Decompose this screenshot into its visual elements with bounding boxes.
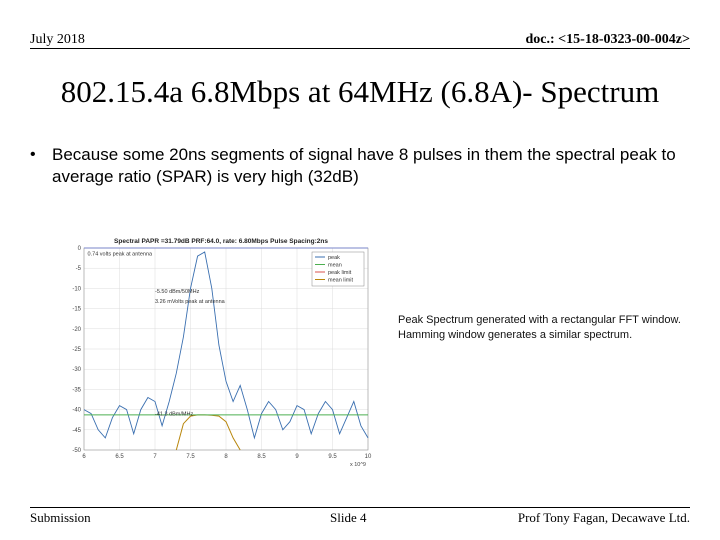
- legend-label: mean: [328, 263, 342, 269]
- chart-annotation: 3.26 mVolts peak at antenna: [155, 299, 226, 305]
- bullet-text: Because some 20ns segments of signal hav…: [52, 145, 676, 186]
- chart-series: [83, 247, 369, 451]
- chart-annotation: -5.50 dBm/50MHz: [155, 289, 200, 295]
- chart-annotations: 0.74 volts peak at antenna -5.50 dBm/50MH…: [88, 251, 226, 417]
- footer-author: Prof Tony Fagan, Decawave Ltd.: [517, 510, 690, 525]
- legend-label: peak limit: [328, 270, 352, 276]
- x-tick-label: 6: [82, 454, 86, 460]
- y-tick-label: 0: [78, 246, 82, 252]
- series-peak: [83, 251, 369, 440]
- x-tick-label: 9: [295, 454, 299, 460]
- legend-box: [311, 251, 365, 287]
- y-tick-label: -35: [72, 387, 81, 393]
- legend-label: mean limit: [328, 278, 354, 284]
- footer-slide-number: Slide 4: [330, 510, 367, 525]
- y-tick-label: -15: [72, 307, 81, 313]
- y-tick-label: -10: [72, 286, 81, 292]
- x-tick-label: 8.5: [257, 454, 266, 460]
- x-tick-label: 7.5: [186, 454, 195, 460]
- y-tick-label: -30: [72, 367, 81, 373]
- header-rule: [30, 48, 690, 49]
- x-tick-label: 8: [224, 454, 228, 460]
- footer-submission: Submission: [30, 510, 91, 525]
- header-doc-id: doc.: <15-18-0323-00-004z>: [525, 32, 690, 47]
- legend-label: peak: [328, 255, 340, 261]
- y-tick-label: -40: [72, 408, 81, 414]
- footer-rule: [30, 507, 690, 508]
- spectrum-chart-svg: Spectral PAPR =31.79dB PRF:64.0, rate: 6…: [62, 232, 380, 472]
- y-tick-label: -25: [72, 347, 81, 353]
- x-axis: 6 6.5 7 7.5 8 8.5 9 9.5 10 x 10^9: [82, 454, 372, 468]
- x-tick-label: 6.5: [115, 454, 124, 460]
- chart-caption: Peak Spectrum generated with a rectangul…: [398, 314, 681, 341]
- spectrum-chart: Spectral PAPR =31.79dB PRF:64.0, rate: 6…: [62, 232, 380, 472]
- bullet-marker: •: [30, 146, 36, 163]
- x-tick-label: 7: [153, 454, 157, 460]
- y-tick-label: -50: [72, 448, 81, 454]
- y-axis: 0 -5 -10 -15 -20 -25 -30 -35 -40 -45 -50: [72, 246, 81, 454]
- y-tick-label: -45: [72, 428, 81, 434]
- x-tick-label: 9.5: [328, 454, 337, 460]
- header-date: July 2018: [30, 32, 85, 47]
- y-tick-label: -5: [76, 266, 82, 272]
- chart-title: Spectral PAPR =31.79dB PRF:64.0, rate: 6…: [114, 238, 328, 245]
- chart-annotation: 0.74 volts peak at antenna: [88, 251, 153, 257]
- x-tick-label: 10: [365, 454, 372, 460]
- slide-title: 802.15.4a 6.8Mbps at 64MHz (6.8A)- Spect…: [60, 74, 660, 109]
- chart-annotation: -41.3 dBm/MHz: [155, 412, 193, 418]
- y-tick-label: -20: [72, 327, 81, 333]
- x-axis-multiplier: x 10^9: [350, 462, 366, 468]
